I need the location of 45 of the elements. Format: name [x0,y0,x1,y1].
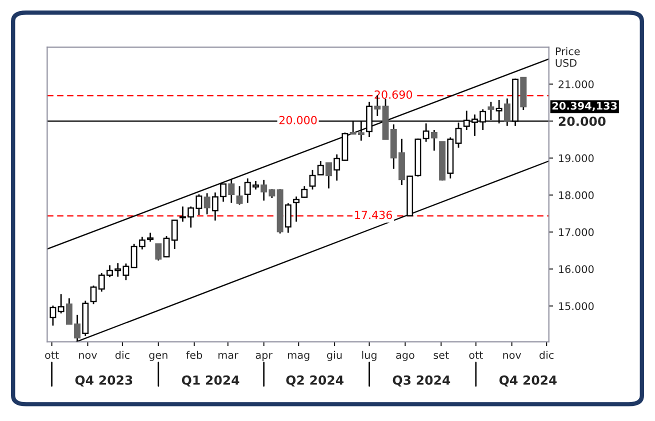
x-tick-label: ago [396,352,414,361]
candlestick [58,293,64,314]
candlestick [155,242,162,262]
candlestick [90,284,97,305]
x2-tick-label: Q4 2023 [75,375,132,387]
candlestick [422,122,430,143]
y-tick-label: 15.000 [559,302,594,310]
y-axis-title: Price USD [556,47,580,67]
y-tick-label: 16.000 [559,265,594,274]
x-tick-label: mar [218,352,238,359]
ref-line-label: 20.000 [279,116,317,124]
ref-line-label: 20.690 [374,90,412,99]
candlestick [309,169,316,190]
x-tick-label: dic [540,350,554,359]
x2-tick-label: Q2 2024 [286,375,344,387]
x2-tick-label: Q4 2024 [499,375,557,387]
candlestick [301,185,308,198]
x2-tick-label: Q3 2024 [392,375,450,387]
candlestick [293,196,300,222]
candlestick [171,220,178,250]
x-tick-label: mag [288,352,310,361]
x-tick-label: nov [79,352,97,359]
y-tick-label: 18.000 [559,191,594,200]
x-tick-label: nov [503,352,522,359]
x-tick-label: giu [327,350,342,361]
candlestick [50,304,56,326]
text: 20.394,133 [552,102,617,112]
ref-line-label: 17.436 [355,210,392,220]
candlestick [284,202,292,234]
x-tick-label: gen [149,352,168,361]
x-tick-label: lug [362,350,376,361]
y-tick-label: 21.000 [558,80,594,88]
x-tick-label: feb [186,350,202,359]
x-tick-label: apr [256,352,272,361]
y-tick-label: 19.000 [559,154,594,162]
x2-tick-label: Q1 2024 [182,375,240,387]
y-tick-label: 20.000 [558,116,606,126]
y-tick-label: 17.000 [559,228,594,236]
candlestick [163,235,170,258]
candlestick [317,160,324,176]
x-tick-label: ott [469,351,483,359]
candlestick [236,185,243,206]
x-tick-label: dic [115,350,130,359]
x-tick-label: set [434,351,449,359]
x-tick-label: ott [45,351,59,359]
